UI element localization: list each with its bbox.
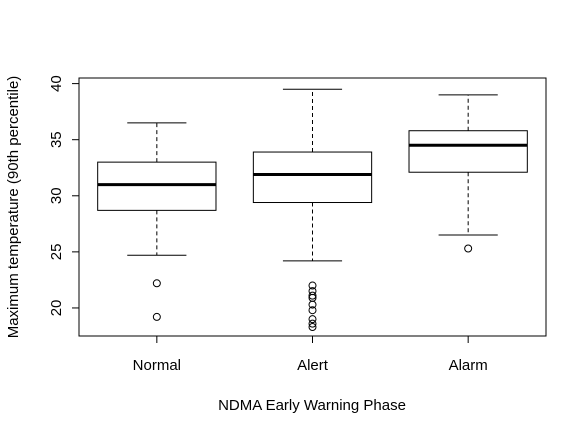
outlier-alarm-0 bbox=[464, 244, 473, 253]
box-alert bbox=[252, 151, 373, 204]
box-normal bbox=[97, 161, 217, 211]
x-axis-label: NDMA Early Warning Phase bbox=[218, 397, 406, 414]
outlier-alert-2 bbox=[308, 291, 317, 300]
x-tick-label-alert: Alert bbox=[297, 357, 329, 374]
outlier-alert-8 bbox=[308, 323, 317, 332]
outlier-alert-6 bbox=[308, 315, 317, 324]
x-tick-label-alarm: Alarm bbox=[449, 357, 488, 374]
plot-layer: 20 25 30 35 40 Normal Alert Alarm bbox=[48, 75, 547, 374]
y-tick-label-40: 40 bbox=[48, 75, 65, 92]
outlier-alert-4 bbox=[308, 300, 317, 309]
outlier-normal-0 bbox=[152, 279, 161, 288]
x-tick-label-normal: Normal bbox=[133, 357, 181, 374]
outlier-alert-7 bbox=[308, 319, 317, 328]
outlier-normal-1 bbox=[152, 312, 161, 321]
y-tick-label-20: 20 bbox=[48, 300, 65, 317]
y-tick-label-30: 30 bbox=[48, 187, 65, 204]
outlier-alert-5 bbox=[308, 306, 317, 315]
box-alarm bbox=[408, 130, 528, 173]
y-tick-label-25: 25 bbox=[48, 244, 65, 261]
y-tick-label-35: 35 bbox=[48, 131, 65, 148]
outlier-alert-0 bbox=[308, 281, 317, 290]
y-axis-label: Maximum temperature (90th percentile) bbox=[5, 76, 22, 339]
